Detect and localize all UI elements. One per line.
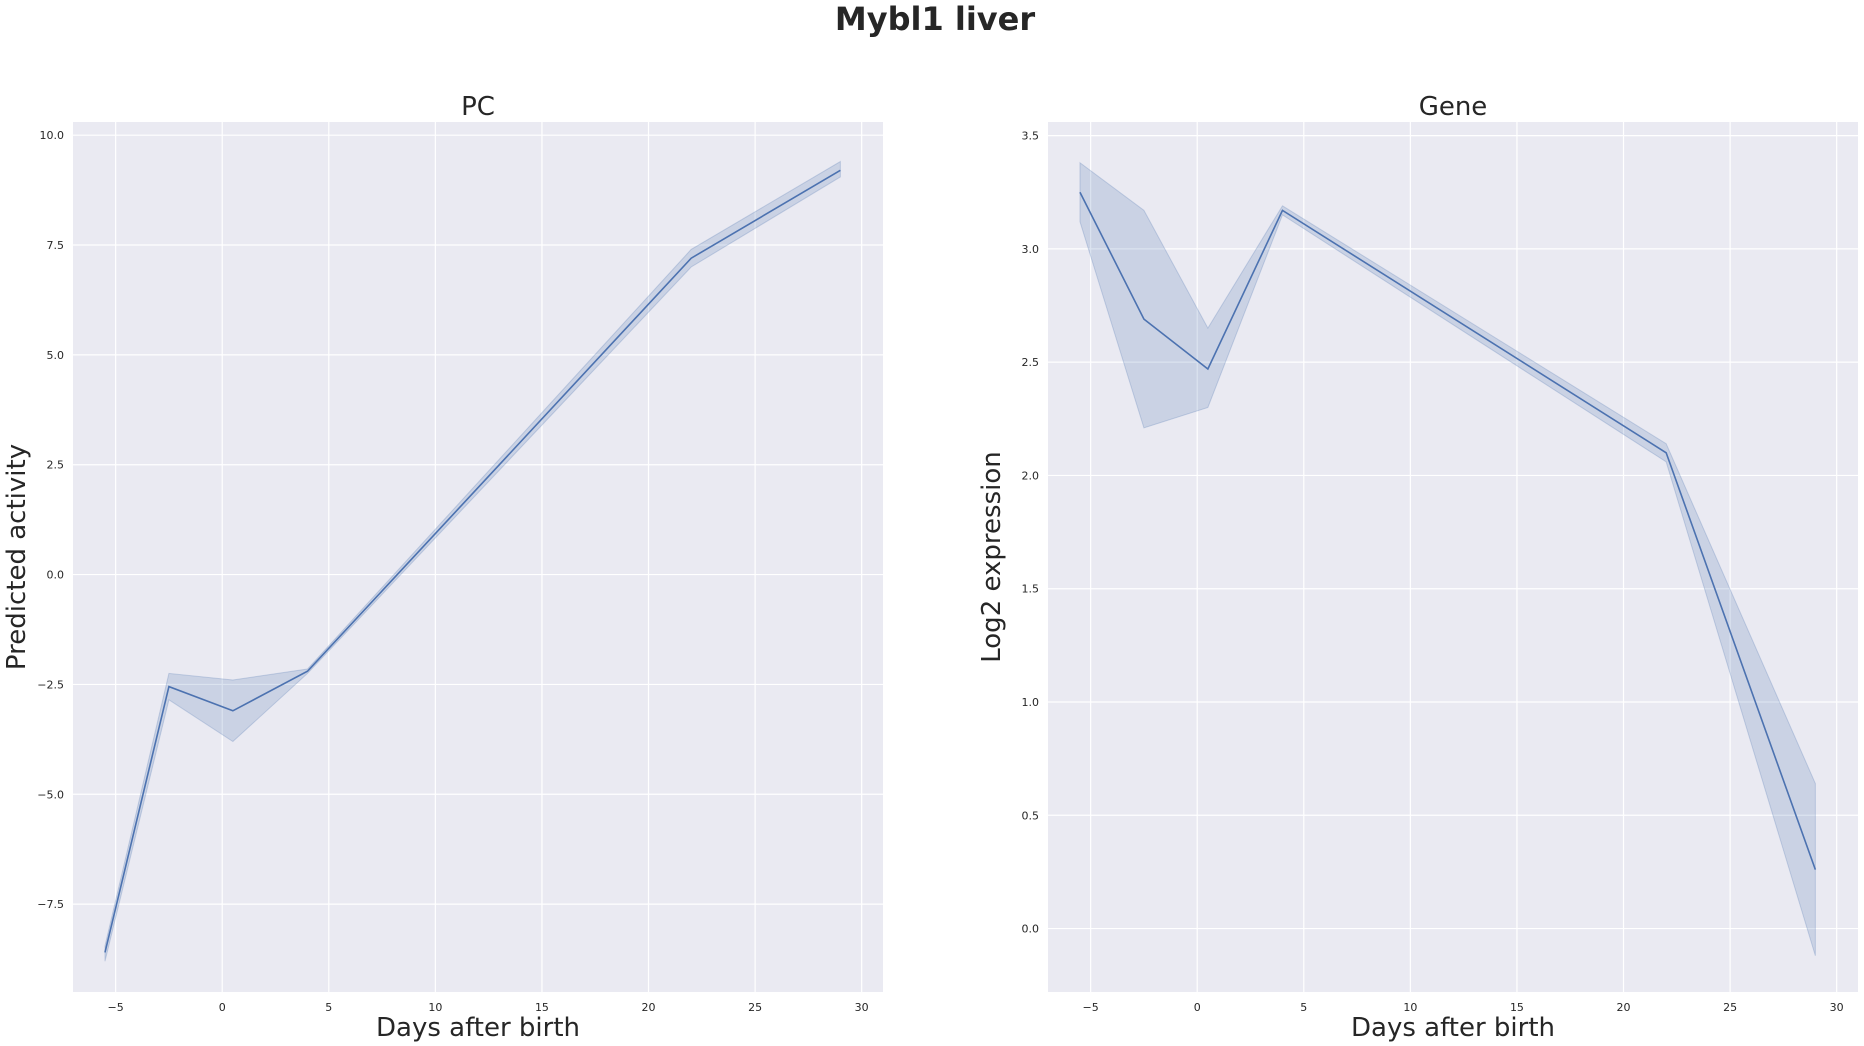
pc-x-tick-label: 20	[642, 1001, 656, 1014]
gene-title: Gene	[1419, 92, 1488, 122]
pc-x-tick-label: 10	[428, 1001, 442, 1014]
pc-y-axis-label: Predicted activity	[2, 444, 32, 670]
gene-y-tick-label: 0.0	[1022, 923, 1040, 936]
pc-title: PC	[461, 92, 495, 122]
pc-y-tick-label: −7.5	[37, 898, 64, 911]
gene-y-tick-label: 2.0	[1022, 469, 1040, 482]
gene-y-tick-label: 3.0	[1022, 243, 1040, 256]
pc-plot-area	[73, 122, 883, 992]
chart-pc: −5 0 5 10 15 20 25 30 −7.5 −5.0 −2.5 0.0 2.5 5.0 7.5 10…	[2, 92, 883, 1043]
pc-y-tick-label: 0.0	[47, 569, 65, 582]
pc-x-tick-label: 25	[748, 1001, 762, 1014]
pc-x-tick-label: −5	[108, 1001, 124, 1014]
gene-x-tick-label: 25	[1723, 1001, 1737, 1014]
chart-gene: −5 0 5 10 15 20 25 30 0.0 0.5 1.0 1.5 2.0 2.5 3.0 3.5 Ge…	[977, 92, 1858, 1043]
pc-y-tick-label: −2.5	[37, 678, 64, 691]
gene-y-tick-label: 1.0	[1022, 696, 1040, 709]
pc-y-tick-label: 7.5	[47, 239, 65, 252]
figure-title: Mybl1 liver	[835, 0, 1035, 38]
gene-x-tick-label: 10	[1403, 1001, 1417, 1014]
pc-y-tick-label: 10.0	[40, 129, 65, 142]
pc-x-tick-label: 0	[219, 1001, 226, 1014]
pc-series-line	[104, 169, 841, 953]
pc-confidence-band	[104, 160, 841, 962]
gene-x-tick-label: 15	[1510, 1001, 1524, 1014]
gene-y-tick-label: 1.5	[1022, 583, 1040, 596]
gene-x-tick-label: 5	[1300, 1001, 1307, 1014]
pc-y-tick-label: 5.0	[47, 349, 65, 362]
gene-y-axis-label: Log2 expression	[977, 451, 1007, 663]
gene-plot-area	[1048, 122, 1858, 992]
pc-x-tick-label: 5	[325, 1001, 332, 1014]
pc-y-tick-label: 2.5	[47, 459, 65, 472]
gene-x-tick-label: 0	[1194, 1001, 1201, 1014]
gene-y-tick-label: 2.5	[1022, 356, 1040, 369]
gene-y-tick-label: 0.5	[1022, 809, 1040, 822]
gene-y-tick-label: 3.5	[1022, 130, 1040, 143]
pc-x-tick-label: 30	[855, 1001, 869, 1014]
gene-x-tick-label: −5	[1083, 1001, 1099, 1014]
pc-y-tick-label: −5.0	[37, 788, 64, 801]
pc-x-axis-label: Days after birth	[376, 1013, 580, 1043]
gene-x-tick-label: 30	[1830, 1001, 1844, 1014]
gene-x-tick-label: 20	[1617, 1001, 1631, 1014]
pc-x-tick-label: 15	[535, 1001, 549, 1014]
gene-x-axis-label: Days after birth	[1351, 1013, 1555, 1043]
gene-series-line	[1079, 191, 1817, 870]
gene-confidence-band	[1079, 161, 1816, 956]
